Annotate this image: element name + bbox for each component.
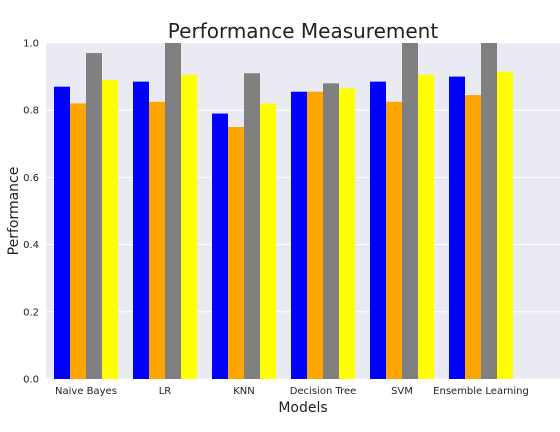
y-tick-label: 0.2	[23, 307, 39, 318]
bar	[54, 86, 70, 380]
x-tick-label: Naive Bayes	[55, 386, 117, 397]
x-tick-label: Decision Tree	[290, 386, 357, 397]
chart-title: Performance Measurement	[168, 19, 439, 43]
x-tick-label: LR	[159, 386, 172, 397]
y-tick-label: 0.8	[23, 106, 39, 117]
bar	[386, 101, 402, 380]
bar	[465, 95, 481, 379]
bar	[149, 101, 165, 380]
x-axis-label: Models	[278, 400, 327, 416]
x-ticks: Naive Bayes LR KNN Decision Tree SVM Ensemble…	[55, 386, 529, 397]
bar	[86, 53, 102, 380]
y-tick-label: 0.4	[23, 240, 39, 251]
bar	[165, 43, 181, 379]
bar	[339, 88, 355, 380]
y-axis-label: Performance	[6, 167, 22, 256]
bars	[54, 43, 513, 380]
bar	[70, 103, 86, 379]
bar	[402, 43, 418, 379]
bar	[497, 71, 513, 379]
bar	[260, 103, 276, 379]
bar	[291, 91, 307, 379]
bar	[212, 113, 228, 379]
bar	[418, 74, 434, 380]
x-tick-label: SVM	[391, 386, 413, 397]
bar	[228, 127, 244, 379]
bar	[133, 81, 149, 379]
x-tick-label: KNN	[233, 386, 255, 397]
bar	[323, 83, 339, 379]
x-tick-label: Ensemble Learning	[433, 386, 529, 397]
bar	[449, 76, 465, 379]
y-ticks: 0.0 0.2 0.4 0.6 0.8 1.0	[23, 39, 39, 386]
bar	[307, 91, 323, 379]
y-tick-label: 0.6	[23, 173, 39, 184]
bar	[244, 73, 260, 380]
bar	[370, 81, 386, 379]
bar	[102, 79, 118, 380]
y-tick-label: 1.0	[23, 39, 39, 50]
y-tick-label: 0.0	[23, 375, 39, 386]
bar	[481, 43, 497, 379]
bar	[181, 74, 197, 380]
